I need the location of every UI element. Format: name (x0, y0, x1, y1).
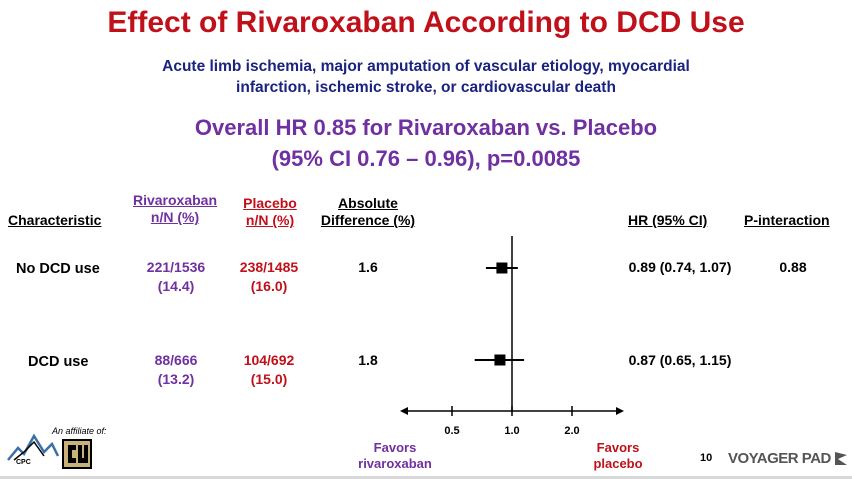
endpoint-line-1: Acute limb ischemia, major amputation of… (162, 58, 690, 75)
riva-value-dcd: 88/666 (13.2) (130, 351, 222, 389)
header-absdiff-line-2: Difference (%) (320, 212, 416, 228)
riva-value-no-dcd: 221/1536 (14.4) (130, 258, 222, 296)
placebo-pct-no-dcd: (16.0) (250, 278, 288, 294)
absdiff-dcd: 1.8 (358, 352, 378, 368)
header-hr: HR (95% CI) (628, 212, 708, 228)
x-axis-arrow-left (400, 407, 408, 415)
slide-title: Effect of Rivaroxaban According to DCD U… (107, 6, 745, 39)
riva-n-dcd: 88/666 (154, 352, 198, 368)
header-p-interaction: P-interaction (744, 212, 830, 228)
riva-n-no-dcd: 221/1536 (146, 259, 206, 275)
x-tick-label: 1.0 (504, 425, 519, 437)
header-placebo: Placebo n/N (%) (232, 195, 308, 229)
x-axis-arrow-right (616, 407, 624, 415)
placebo-value-no-dcd: 238/1485 (16.0) (226, 258, 312, 296)
absdiff-no-dcd: 1.6 (358, 259, 378, 275)
p-interaction-value: 0.88 (779, 259, 807, 275)
placebo-pct-dcd: (15.0) (250, 371, 288, 387)
hr-point-marker (494, 354, 506, 366)
header-absolute-difference: Absolute Difference (%) (310, 195, 426, 229)
row-label-no-dcd: No DCD use (16, 261, 100, 277)
header-rivaroxaban-line-1: Rivaroxaban (132, 192, 218, 208)
placebo-n-no-dcd: 238/1485 (239, 259, 299, 275)
overall-hr: Overall HR 0.85 for Rivaroxaban vs. Plac… (100, 112, 752, 174)
cpc-logo-text: CPC (16, 459, 31, 466)
affiliate-text: An affiliate of: (52, 426, 107, 436)
placebo-n-dcd: 104/692 (243, 352, 295, 368)
header-absdiff-line-1: Absolute (338, 195, 398, 211)
x-tick-label: 2.0 (564, 425, 579, 437)
header-rivaroxaban: Rivaroxaban n/N (%) (122, 192, 228, 226)
hr-point-marker (496, 262, 508, 274)
header-rivaroxaban-line-2: n/N (%) (150, 209, 200, 225)
x-tick-label: 0.5 (444, 425, 459, 437)
row-label-dcd: DCD use (28, 354, 89, 370)
overall-hr-line-2: (95% CI 0.76 – 0.96), p=0.0085 (271, 146, 581, 171)
header-characteristic: Characteristic (8, 212, 102, 228)
header-placebo-line-2: n/N (%) (245, 212, 295, 228)
hr-text-dcd: 0.87 (0.65, 1.15) (628, 352, 732, 368)
favors-rivaroxaban-line-2: rivaroxaban (358, 456, 432, 471)
favors-rivaroxaban-line-1: Favors (373, 440, 417, 455)
riva-pct-dcd: (13.2) (157, 371, 195, 387)
favors-placebo: Favors placebo (568, 440, 668, 472)
overall-hr-line-1: Overall HR 0.85 for Rivaroxaban vs. Plac… (194, 115, 658, 140)
cpc-mountain-icon (7, 433, 60, 461)
voyager-pad-logo: VOYAGER PAD (728, 450, 831, 467)
cu-logo-icon (62, 439, 92, 469)
flag-icon (835, 452, 847, 465)
footer-rule (0, 476, 852, 479)
favors-placebo-line-2: placebo (593, 456, 643, 471)
favors-placebo-line-1: Favors (596, 440, 640, 455)
endpoint-description: Acute limb ischemia, major amputation of… (100, 56, 752, 98)
affiliate-logos: CPC An affiliate of: (4, 426, 114, 474)
hr-text-no-dcd: 0.89 (0.74, 1.07) (628, 259, 732, 275)
endpoint-line-2: infarction, ischemic stroke, or cardiova… (236, 79, 616, 96)
header-placebo-line-1: Placebo (243, 195, 297, 211)
placebo-value-dcd: 104/692 (15.0) (226, 351, 312, 389)
riva-pct-no-dcd: (14.4) (157, 278, 195, 294)
favors-rivaroxaban: Favors rivaroxaban (340, 440, 450, 472)
slide-number: 10 (700, 452, 713, 464)
